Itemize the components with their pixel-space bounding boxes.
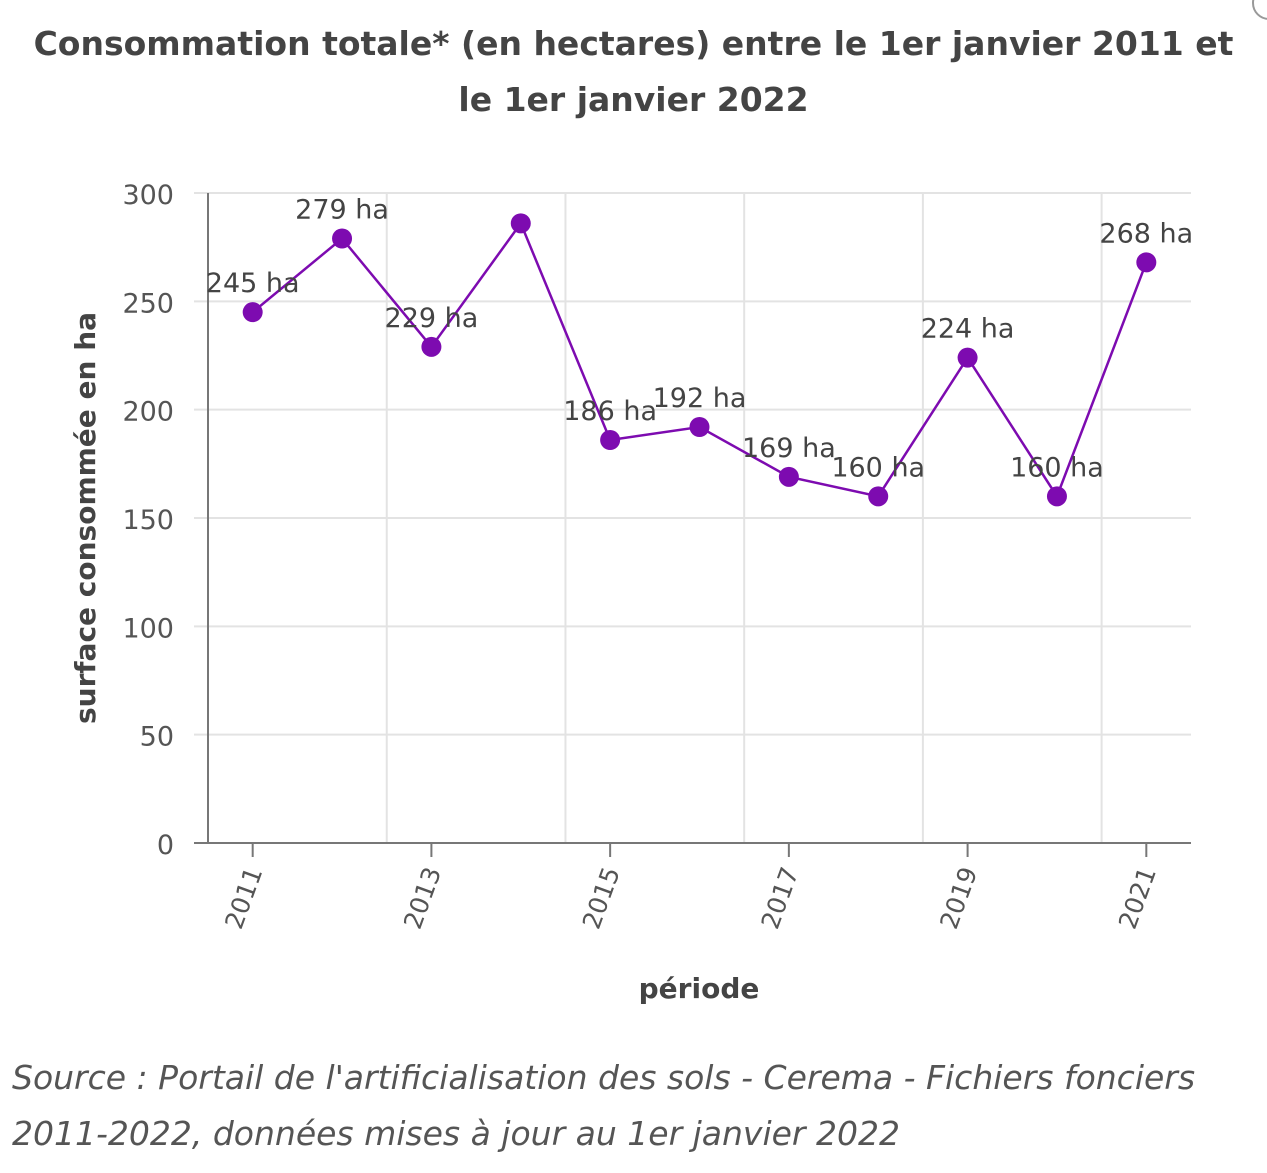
chart-title: Consommation totale* (en hectares) entre… [0,16,1267,128]
data-label: 268 ha [1099,218,1193,249]
data-label: 279 ha [295,195,389,226]
source-note: Source : Portail de l'artificialisation … [12,1058,1196,1153]
y-tick-label: 0 [157,830,174,861]
y-tick-label: 300 [122,180,174,211]
data-point [1136,252,1157,273]
data-label: 192 ha [653,383,747,414]
x-tick-label: 2011 [219,863,268,933]
data-point [778,466,799,487]
data-point [421,336,442,357]
y-tick-label: 200 [122,397,174,428]
y-tick-label: 250 [122,288,174,319]
x-tick-label: 2017 [755,863,804,933]
data-point [510,213,531,234]
y-tick-label: 100 [122,613,174,644]
data-label: 245 ha [206,268,300,299]
data-label: 224 ha [921,314,1015,345]
data-point [957,347,978,368]
x-axis-title: période [639,972,760,1005]
data-point [868,486,889,507]
data-point [689,417,710,437]
x-tick-label: 2019 [934,863,983,933]
data-label: 229 ha [385,303,479,334]
y-tick-label: 150 [122,505,174,536]
chart-title-text: Consommation totale* (en hectares) entre… [33,24,1234,119]
x-tick-label: 2013 [398,863,447,933]
data-label: 186 ha [563,396,657,427]
x-tick-label: 2021 [1113,863,1162,933]
data-point [600,430,621,450]
y-tick-label: 50 [140,722,174,753]
data-point [242,302,263,323]
data-point [332,228,353,249]
x-tick-label: 2015 [577,863,626,933]
y-axis-title: surface consommée en ha [69,312,102,724]
data-label: 160 ha [831,452,925,483]
data-point [1046,486,1067,507]
data-label: 160 ha [1010,452,1104,483]
data-label: 169 ha [742,433,836,464]
